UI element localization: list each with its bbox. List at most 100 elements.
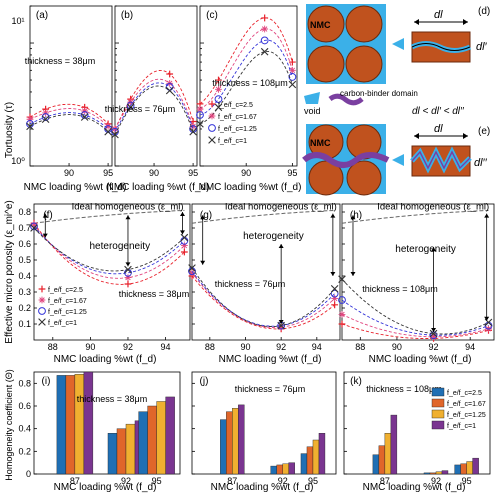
row3: Homogeneity coefficient (Θ) NMC loading … bbox=[4, 369, 491, 493]
x-tick-label: 87 bbox=[227, 476, 237, 486]
data-point bbox=[180, 242, 188, 249]
bar bbox=[472, 457, 479, 475]
data-point bbox=[215, 76, 222, 84]
ideal-homogeneous-label: Ideal homogeneous (ε_mi) bbox=[225, 202, 337, 213]
legend-label: f_e/f_c=1 bbox=[447, 423, 476, 430]
nmc-label: NMC bbox=[310, 20, 331, 30]
data-point bbox=[331, 301, 339, 309]
data-point bbox=[484, 318, 493, 327]
y-tick-label: 0.6 bbox=[18, 401, 31, 411]
bar bbox=[378, 445, 386, 475]
nmc-particle bbox=[308, 160, 344, 196]
legend-label: f_e/f_c=1.25 bbox=[447, 412, 486, 419]
legend-swatch bbox=[431, 409, 445, 419]
x-tick-label: 95 bbox=[287, 168, 297, 178]
data-point bbox=[30, 221, 38, 229]
x-tick-label: 95 bbox=[308, 476, 318, 486]
thickness-label: thickness = 76μm bbox=[105, 104, 175, 114]
homogeneity-panel: 87 92 95 (k) thickness = 108μm bbox=[343, 371, 491, 486]
series-line bbox=[33, 222, 185, 285]
x-tick-label: 88 bbox=[205, 342, 215, 352]
legend-label: f_e/f_c=1 bbox=[48, 320, 77, 327]
bar bbox=[125, 423, 136, 475]
plot-frame bbox=[29, 5, 113, 167]
legend-marker bbox=[38, 307, 46, 315]
dl1-label: dl′ bbox=[476, 41, 488, 53]
data-point bbox=[26, 115, 34, 123]
legend-marker bbox=[208, 124, 216, 132]
bar bbox=[232, 408, 239, 475]
bar bbox=[466, 461, 473, 475]
thickness-label: thickness = 38μm bbox=[119, 289, 189, 299]
x-tick-label: 92 bbox=[431, 476, 441, 486]
bar bbox=[460, 463, 467, 475]
legend-label: f_e/f_c=1.25 bbox=[218, 126, 257, 133]
legend: f_e/f_c=2.5 f_e/f_c=1.67 f_e/f_c=1.25 f_e/f… bbox=[38, 285, 87, 327]
bar bbox=[282, 463, 289, 475]
porosity-panel: 0.1 0.2 0.3 0.4 0.5 0.6 0.7 0.8 88 90 92 94 Ideal ho… bbox=[18, 202, 191, 352]
x-tick-label: 87 bbox=[380, 476, 390, 486]
x-tick-label: 88 bbox=[355, 342, 365, 352]
series-line bbox=[199, 17, 293, 105]
x-tick-label: 92 bbox=[276, 342, 286, 352]
data-point bbox=[288, 58, 296, 66]
dl-label: dl bbox=[434, 9, 443, 21]
row1: Tortuosity (τ) 10¹ 10⁰ NMC loading %wt (… bbox=[4, 5, 301, 193]
data-point bbox=[288, 66, 296, 74]
plot-frame bbox=[114, 5, 198, 167]
bar bbox=[147, 405, 157, 475]
panel-label: (j) bbox=[200, 376, 209, 387]
bar bbox=[288, 462, 295, 475]
data-point bbox=[196, 111, 204, 119]
row2-panels: 0.1 0.2 0.3 0.4 0.5 0.6 0.7 0.8 88 90 92 94 Ideal ho… bbox=[18, 202, 495, 352]
x-tick-label: 94 bbox=[465, 342, 475, 352]
bar bbox=[220, 419, 227, 475]
data-point bbox=[189, 122, 197, 130]
row2: Effective micro porosity (ε_mi^e) NMC lo… bbox=[4, 200, 495, 365]
series-line bbox=[114, 85, 194, 135]
data-point bbox=[260, 47, 269, 56]
data-point bbox=[261, 25, 269, 33]
row1-xlabel-b: NMC loading %wt (f_d) bbox=[107, 182, 210, 193]
y-tick-label: 0.6 bbox=[18, 239, 31, 249]
data-point bbox=[104, 122, 112, 130]
row3-panels: 0 0.2 0.4 0.6 0.8 87 92 95 (i) thickness = 38μm 87… bbox=[18, 371, 491, 486]
schematic-e: NMC dl dl′′ (e) bbox=[302, 123, 490, 196]
x-tick-label: 90 bbox=[149, 168, 159, 178]
porosity-panel: 88 90 92 94 Ideal homogeneous (ε_mi) heteroge… bbox=[338, 202, 495, 352]
bar bbox=[138, 411, 148, 475]
y-tick-label: 0.3 bbox=[18, 287, 31, 297]
bar bbox=[165, 396, 175, 475]
series-line bbox=[114, 69, 194, 130]
x-tick-label: 90 bbox=[240, 342, 250, 352]
dl2-label: dl′′ bbox=[474, 157, 488, 169]
series-line bbox=[29, 114, 109, 133]
bar bbox=[454, 464, 461, 475]
row2-xlabel-g: NMC loading %wt (f_d) bbox=[219, 354, 322, 365]
series-line bbox=[33, 224, 185, 279]
nmc-particle bbox=[345, 45, 383, 83]
bar bbox=[74, 374, 85, 475]
x-tick-label: 92 bbox=[429, 342, 439, 352]
data-point bbox=[180, 233, 189, 242]
thickness-label: thickness = 38μm bbox=[25, 56, 95, 66]
bar bbox=[306, 446, 314, 475]
data-point bbox=[260, 36, 269, 45]
data-point bbox=[41, 115, 50, 124]
plot-frame bbox=[199, 5, 298, 167]
data-point bbox=[124, 265, 132, 274]
bar bbox=[300, 453, 308, 475]
y-tick-label: 0.5 bbox=[18, 255, 31, 265]
homogeneity-panel: 0 0.2 0.4 0.6 0.8 87 92 95 (i) thickness = 38μm bbox=[18, 371, 181, 486]
legend-marker bbox=[38, 318, 46, 326]
data-point bbox=[214, 103, 223, 112]
legend-label: f_e/f_c=1.67 bbox=[447, 401, 486, 408]
x-tick-label: 88 bbox=[48, 342, 58, 352]
legend-label: f_e/f_c=1.25 bbox=[48, 309, 87, 316]
data-point bbox=[30, 222, 38, 231]
legend-marker bbox=[38, 285, 46, 293]
bar bbox=[312, 439, 320, 475]
bar bbox=[226, 411, 233, 475]
data-point bbox=[41, 113, 50, 121]
thickness-label: thickness = 108μm bbox=[362, 284, 437, 294]
